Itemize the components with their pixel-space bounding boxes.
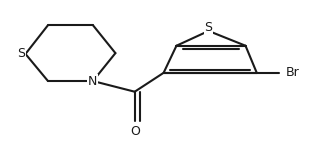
Text: N: N [88, 74, 98, 88]
Text: S: S [204, 21, 213, 34]
Text: Br: Br [286, 66, 299, 79]
Text: O: O [130, 125, 140, 138]
Text: S: S [17, 47, 25, 60]
